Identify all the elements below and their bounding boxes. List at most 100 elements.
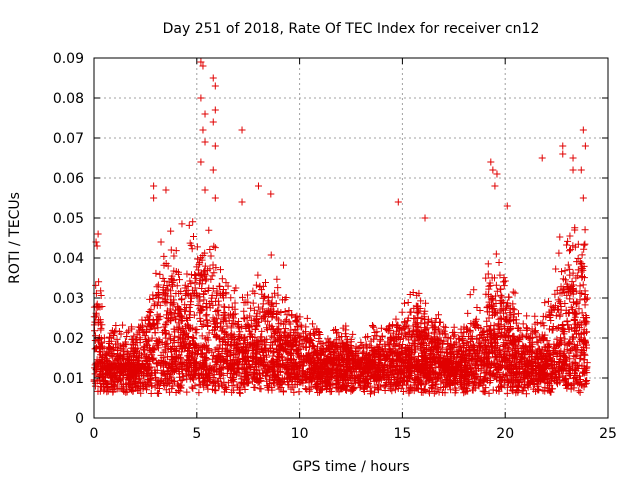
data-point: [163, 281, 171, 289]
data-point: [492, 343, 500, 351]
data-point: [413, 308, 421, 316]
data-point: [531, 329, 539, 337]
data-point: [490, 321, 498, 329]
data-point: [223, 322, 231, 330]
data-point: [156, 270, 164, 278]
data-point: [436, 318, 444, 326]
data-point: [154, 298, 162, 306]
data-point: [310, 325, 318, 333]
data-point: [381, 386, 389, 394]
data-point: [307, 383, 315, 391]
data-point: [208, 348, 216, 356]
data-point: [303, 314, 311, 322]
data-point: [565, 349, 573, 357]
data-point: [527, 339, 535, 347]
data-point: [510, 310, 518, 318]
data-point: [499, 298, 507, 306]
data-point: [167, 227, 175, 235]
data-point: [571, 353, 579, 361]
data-point: [489, 296, 497, 304]
data-point: [470, 286, 478, 294]
data-point: [244, 298, 252, 306]
data-point: [232, 284, 240, 292]
data-point: [403, 332, 411, 340]
data-point: [556, 298, 564, 306]
data-point: [290, 388, 298, 396]
data-point: [418, 340, 426, 348]
data-point: [484, 260, 492, 268]
data-point: [563, 241, 571, 249]
data-point: [382, 326, 390, 334]
data-point: [430, 328, 438, 336]
data-point: [202, 277, 210, 285]
data-point: [203, 382, 211, 390]
data-point: [162, 296, 170, 304]
data-point: [523, 326, 531, 334]
data-point: [113, 335, 121, 343]
data-point: [495, 258, 503, 266]
data-point: [240, 299, 248, 307]
data-point: [541, 299, 549, 307]
data-point: [575, 305, 583, 313]
data-point: [556, 233, 564, 241]
data-point: [576, 388, 584, 396]
data-point: [553, 335, 561, 343]
data-point: [205, 226, 213, 234]
data-point: [579, 266, 587, 274]
data-point: [149, 291, 157, 299]
data-point: [482, 290, 490, 298]
data-point: [377, 324, 385, 332]
data-point: [567, 246, 575, 254]
data-point: [160, 252, 168, 260]
data-point: [91, 345, 99, 353]
data-point: [409, 288, 417, 296]
data-point: [401, 331, 409, 339]
data-point: [540, 322, 548, 330]
data-point: [238, 323, 246, 331]
data-point: [202, 312, 210, 320]
data-point: [554, 323, 562, 331]
data-point: [531, 312, 539, 320]
data-point: [492, 281, 500, 289]
data-point: [254, 271, 262, 279]
data-point: [564, 237, 572, 245]
data-point: [345, 356, 353, 364]
data-point: [198, 332, 206, 340]
data-point: [497, 305, 505, 313]
data-point: [498, 315, 506, 323]
data-point: [370, 323, 378, 331]
data-point: [250, 306, 258, 314]
data-point: [577, 290, 585, 298]
data-point: [202, 303, 210, 311]
data-point: [227, 294, 235, 302]
data-point: [178, 220, 186, 228]
data-point: [566, 232, 574, 240]
data-point: [241, 386, 249, 394]
data-point: [292, 317, 300, 325]
data-point: [246, 312, 254, 320]
data-point: [477, 340, 485, 348]
data-point: [297, 321, 305, 329]
data-point: [552, 265, 560, 273]
data-point: [422, 299, 430, 307]
data-point: [484, 270, 492, 278]
data-point: [119, 321, 127, 329]
data-point: [202, 353, 210, 361]
data-point: [514, 310, 522, 318]
data-point: [573, 310, 581, 318]
data-point: [575, 387, 583, 395]
data-point: [206, 246, 214, 254]
data-point: [482, 274, 490, 282]
data-point: [109, 388, 117, 396]
data-point: [422, 325, 430, 333]
data-point: [492, 250, 500, 258]
data-point: [274, 284, 282, 292]
data-point: [224, 282, 232, 290]
data-point: [263, 382, 271, 390]
data-point: [251, 333, 259, 341]
data-point: [580, 356, 588, 364]
data-point: [188, 271, 196, 279]
data-point: [496, 382, 504, 390]
data-point: [496, 271, 504, 279]
